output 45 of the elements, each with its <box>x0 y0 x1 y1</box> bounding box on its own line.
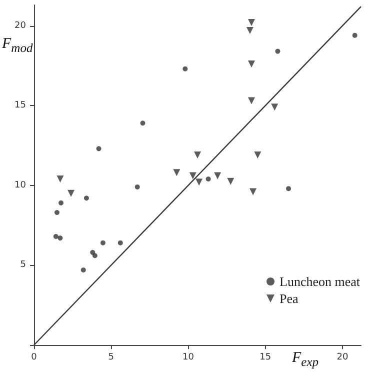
point <box>194 152 201 159</box>
point <box>173 169 180 176</box>
point <box>271 104 278 111</box>
point <box>68 190 75 197</box>
x-tick-label: 15 <box>260 352 272 362</box>
point <box>80 267 86 272</box>
point <box>248 19 255 26</box>
point <box>58 200 64 206</box>
y-tick-label: 20 <box>14 20 26 31</box>
point <box>96 146 102 152</box>
point <box>182 66 188 72</box>
point <box>140 120 146 126</box>
point <box>227 178 234 185</box>
x-tick-label: 5 <box>108 352 114 362</box>
y-tick-label: 15 <box>14 100 26 111</box>
legend-label: Luncheon meat <box>280 274 360 289</box>
x-tick-label: 10 <box>182 352 194 362</box>
y-axis-title: F$_{mod}$ <box>2 36 33 56</box>
point <box>286 186 292 192</box>
point <box>54 210 60 216</box>
point <box>275 48 280 54</box>
y-tick-label: 10 <box>14 180 26 190</box>
point <box>92 253 98 258</box>
point <box>189 172 196 180</box>
point <box>206 176 211 182</box>
point <box>118 240 123 246</box>
point <box>248 97 255 104</box>
point <box>134 184 140 190</box>
point <box>84 196 89 201</box>
x-tick-label: 20 <box>336 352 348 362</box>
point <box>100 240 106 246</box>
legend-label: Pea <box>280 291 299 306</box>
point <box>56 175 64 182</box>
point <box>254 152 262 159</box>
point <box>250 188 257 196</box>
point <box>53 234 58 239</box>
y-tick-label: 5 <box>20 260 26 270</box>
point <box>58 236 63 241</box>
x-axis-title: F$_{exp}$ <box>292 350 319 370</box>
x-tick-label: 0 <box>31 352 38 362</box>
point <box>214 172 222 180</box>
point <box>246 27 254 34</box>
point <box>352 32 358 38</box>
point <box>196 178 203 186</box>
point <box>248 60 255 68</box>
